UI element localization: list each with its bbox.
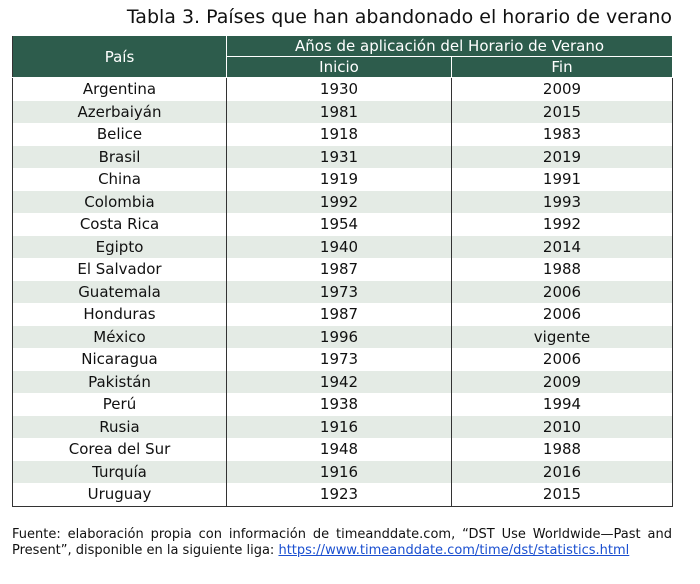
table-cell: 2009 [450,77,674,101]
table-cell: 1930 [226,77,452,101]
table-row: Uruguay 1923 2015 [12,483,674,507]
table-cell: 1918 [226,123,452,146]
table-row: Egipto 1940 2014 [12,235,674,258]
table-cell: Belice [12,123,227,146]
header-cell: Inicio [226,56,452,78]
table-cell: 1988 [450,438,674,461]
table-cell: 1996 [226,325,452,348]
table-row: Corea del Sur 1948 1988 [12,438,674,461]
table-cell: Nicaragua [12,348,227,371]
table-cell: 1987 [226,258,452,281]
table-cell: 2010 [450,415,674,438]
table-row: Rusia 1916 2010 [12,415,674,438]
table-cell: 1923 [226,483,452,507]
table-cell: Uruguay [12,483,227,507]
table-row: Perú 1938 1994 [12,393,674,416]
table-cell: Costa Rica [12,213,227,236]
table-body: Argentina 1930 2009 Azerbaiyán 1981 2015 Belic… [12,77,674,507]
table-cell: Guatemala [12,280,227,303]
table-row: Colombia 1992 1993 [12,190,674,213]
table-cell: El Salvador [12,258,227,281]
table-cell: Rusia [12,415,227,438]
table: País Años de aplicación del Horario de V… [12,35,674,507]
table-row: Brasil 1931 2019 [12,145,674,168]
table-cell: 1916 [226,460,452,483]
table-cell: 2019 [450,145,674,168]
table-cell: Perú [12,393,227,416]
table-cell: 1987 [226,303,452,326]
table-cell: Corea del Sur [12,438,227,461]
table-cell: vigente [450,325,674,348]
table-cell: Brasil [12,145,227,168]
header-cell: Años de aplicación del Horario de Verano [225,35,674,57]
table-cell: 2006 [450,348,674,371]
header-cell: País [12,35,227,78]
footnote-link[interactable]: https://www.timeanddate.com/time/dst/sta… [278,543,630,558]
table-cell: China [12,168,227,191]
table-row: Argentina 1930 2009 [12,77,674,101]
table-cell: Honduras [12,303,227,326]
table-row: Belice 1918 1983 [12,123,674,146]
table-row: Pakistán 1942 2009 [12,370,674,393]
table-cell: 1973 [226,280,452,303]
table-cell: 1948 [226,438,452,461]
table-cell: 2016 [450,460,674,483]
table-title: Tabla 3. Países que han abandonado el ho… [126,6,672,28]
table-cell: Egipto [12,235,227,258]
table-cell: 1916 [226,415,452,438]
table-cell: 1988 [450,258,674,281]
table-row: El Salvador 1987 1988 [12,258,674,281]
table-cell: Pakistán [12,370,227,393]
table-cell: 1993 [450,190,674,213]
footnote-text: Fuente: elaboración propia con informaci… [12,527,672,558]
table-row: Costa Rica 1954 1992 [12,213,674,236]
table-row: Azerbaiyán 1981 2015 [12,100,674,123]
table-cell: 2006 [450,303,674,326]
table-cell: Argentina [12,77,227,101]
table-cell: 1994 [450,393,674,416]
table-row: Guatemala 1973 2006 [12,280,674,303]
table-cell: 1940 [226,235,452,258]
table-cell: Turquía [12,460,227,483]
table-cell: 1954 [226,213,452,236]
table-row: Turquía 1916 2016 [12,460,674,483]
table-row: México 1996 vigente [12,325,674,348]
footnote: Fuente: elaboración propia con informaci… [12,527,672,559]
table-cell: 2015 [450,100,674,123]
table-cell: Colombia [12,190,227,213]
table-cell: 2014 [450,235,674,258]
table-cell: 2006 [450,280,674,303]
table-cell: 1991 [450,168,674,191]
table-cell: 1942 [226,370,452,393]
table-cell: 1992 [226,190,452,213]
table-cell: 1919 [226,168,452,191]
table-cell: Azerbaiyán [12,100,227,123]
table-cell: 1973 [226,348,452,371]
header-cell: Fin [450,56,674,78]
table-cell: México [12,325,227,348]
table-cell: 1931 [226,145,452,168]
table-cell: 1983 [450,123,674,146]
table-cell: 1938 [226,393,452,416]
table-row: Nicaragua 1973 2006 [12,348,674,371]
table-cell: 2009 [450,370,674,393]
table-cell: 2015 [450,483,674,507]
table-cell: 1981 [226,100,452,123]
table-row: Honduras 1987 2006 [12,303,674,326]
table-row: China 1919 1991 [12,168,674,191]
table-cell: 1992 [450,213,674,236]
